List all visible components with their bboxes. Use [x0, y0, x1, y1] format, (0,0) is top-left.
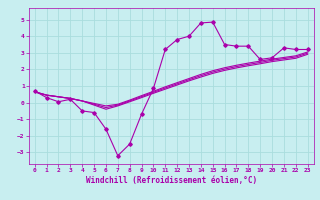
X-axis label: Windchill (Refroidissement éolien,°C): Windchill (Refroidissement éolien,°C) — [86, 176, 257, 185]
